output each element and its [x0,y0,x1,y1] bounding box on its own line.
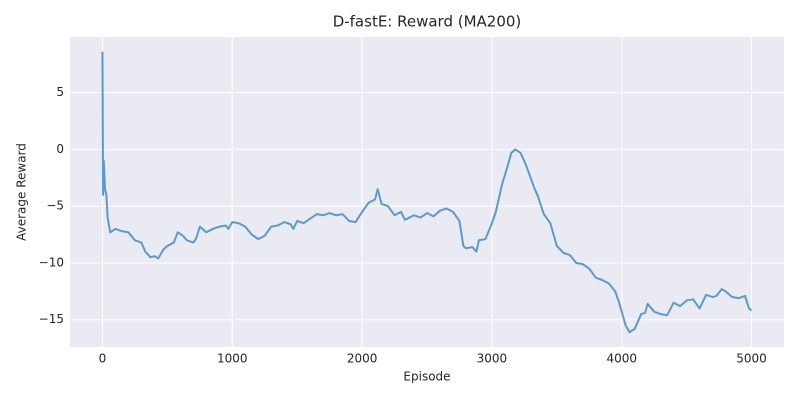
x-axis-label: Episode [403,370,450,384]
y-axis-label: Average Reward [15,143,29,241]
plot-area [70,37,784,347]
x-tick-label: 1000 [217,352,248,366]
x-tick-label: 3000 [477,352,508,366]
x-tick-label: 2000 [347,352,378,366]
line [101,51,753,334]
x-tick-label: 5000 [736,352,767,366]
y-tick-label: −10 [39,255,64,269]
y-tick-label: 0 [56,142,64,156]
y-tick-label: −15 [39,312,64,326]
y-tick-label: −5 [46,199,64,213]
marks [101,51,753,334]
y-tick-label: 5 [56,85,64,99]
x-tick-label: 4000 [606,352,637,366]
chart-title: D-fastE: Reward (MA200) [333,13,522,31]
grid [70,37,784,347]
x-tick-label: 0 [99,352,107,366]
